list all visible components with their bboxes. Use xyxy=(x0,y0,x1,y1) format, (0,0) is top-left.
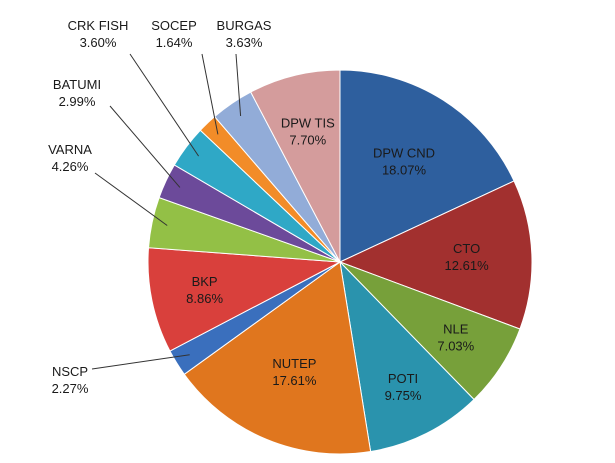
slice-value-dpw-cnd: 18.07% xyxy=(382,163,427,178)
leader-lines xyxy=(91,53,242,370)
slice-value-burgas: 3.63% xyxy=(226,35,263,50)
slice-label-nutep: NUTEP xyxy=(272,356,316,371)
slice-label-crk-fish: CRK FISH xyxy=(68,18,129,33)
leader-line-socep xyxy=(201,53,219,135)
slice-value-socep: 1.64% xyxy=(156,35,193,50)
pie-slice-poti xyxy=(339,260,475,453)
leader-line-varna xyxy=(94,172,168,226)
slice-label-cto: CTO xyxy=(453,241,480,256)
slice-value-poti: 9.75% xyxy=(385,388,422,403)
slice-value-crk-fish: 3.60% xyxy=(80,35,117,50)
slice-label-batumi: BATUMI xyxy=(53,77,101,92)
pie-slice-dpw-tis xyxy=(250,69,341,263)
slice-value-nscp: 2.27% xyxy=(52,381,89,396)
pie-slice-cto xyxy=(338,180,533,330)
slice-value-nle: 7.03% xyxy=(437,338,474,353)
slice-label-dpw-tis: DPW TIS xyxy=(281,116,335,131)
pie-slice-nutep xyxy=(183,261,372,455)
slice-value-dpw-tis: 7.70% xyxy=(289,133,326,148)
slice-value-nutep: 17.61% xyxy=(272,373,317,388)
slice-label-nle: NLE xyxy=(443,321,469,336)
slice-value-bkp: 8.86% xyxy=(186,291,223,306)
slice-label-dpw-cnd: DPW CND xyxy=(373,146,435,161)
slice-label-nscp: NSCP xyxy=(52,364,88,379)
slice-value-varna: 4.26% xyxy=(52,159,89,174)
pie-slices xyxy=(147,69,533,455)
leader-line-crk-fish xyxy=(129,53,200,157)
slice-label-poti: POTI xyxy=(388,371,418,386)
leader-line-nscp xyxy=(91,354,190,370)
slice-label-varna: VARNA xyxy=(48,142,92,157)
slice-label-burgas: BURGAS xyxy=(217,18,272,33)
leader-line-burgas xyxy=(235,53,242,117)
leader-line-batumi xyxy=(109,105,181,188)
slice-label-bkp: BKP xyxy=(192,274,218,289)
slice-value-cto: 12.61% xyxy=(445,258,490,273)
slice-label-socep: SOCEP xyxy=(151,18,197,33)
slice-value-batumi: 2.99% xyxy=(59,94,96,109)
pie-slice-bkp xyxy=(147,247,342,352)
slice-labels: DPW CND 18.07% CTO 12.61% NLE 7.03% POTI 9.75% N… xyxy=(48,18,489,403)
pie-slice-dpw-cnd xyxy=(339,69,515,263)
